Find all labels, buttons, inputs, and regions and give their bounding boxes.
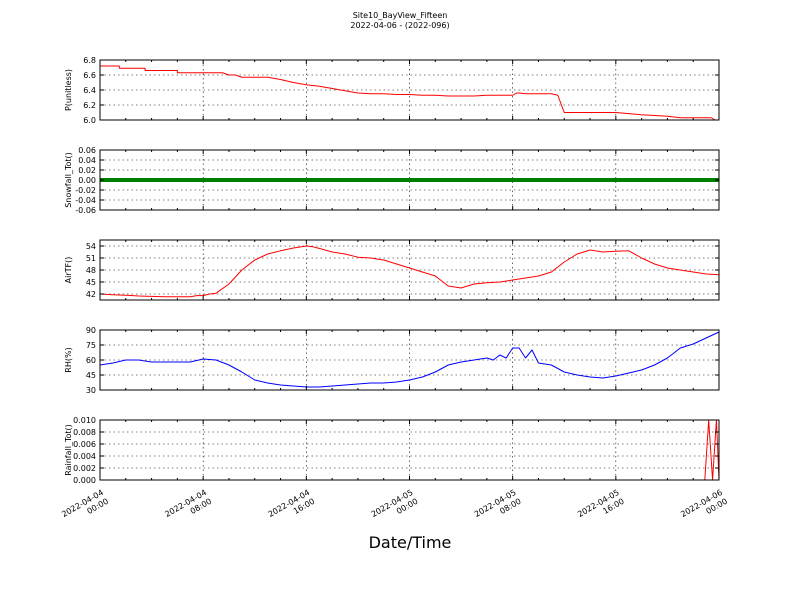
panel-4: 30 45 60 75 90 RH(%) [64,326,720,395]
panel-1: 6.0 6.2 6.4 6.6 6.8 P(unitless) [64,56,720,125]
panel-3: 42 45 48 51 54 AirTF() [64,239,720,301]
y-tick-label: 0.06 [78,146,96,155]
y-tick-label: 0.000 [73,476,96,485]
y-tick-label: 0.010 [73,416,96,425]
y-tick-label: -0.06 [75,206,96,215]
y-tick-label: 6.2 [83,101,96,110]
chart-title: Site10_BayView_Fifteen [352,11,448,20]
y-tick-label: 90 [86,326,96,335]
chart-subtitle: 2022-04-06 - (2022-096) [350,21,450,30]
y-tick-label: 0.04 [78,156,96,165]
series-line [99,245,720,298]
y-tick-label: 6.4 [83,86,96,95]
y-tick-label: 0.004 [73,452,96,461]
y-tick-label: -0.02 [75,186,96,195]
y-tick-label: 6.0 [83,116,96,125]
y-tick-label: 0.02 [78,166,96,175]
y-axis-label: RH(%) [64,347,73,372]
y-tick-label: 60 [86,356,96,365]
y-tick-label: 0.006 [73,440,96,449]
x-axis-label: Date/Time [368,533,452,552]
y-tick-label: 75 [86,341,96,350]
y-tick-label: 0.008 [73,428,96,437]
y-tick-label: 51 [86,254,96,263]
panel-2: -0.06-0.04-0.020.000.020.040.06 Snowfall_… [64,146,720,215]
y-tick-label: 6.8 [83,56,96,65]
y-axis-label: P(unitless) [64,69,73,111]
y-axis-label: Snowfall_Tot() [64,152,73,208]
y-axis-label: Rainfall_Tot() [64,424,73,476]
y-tick-label: 0.00 [78,176,96,185]
y-tick-label: 0.002 [73,464,96,473]
series-line [100,65,719,121]
y-tick-label: -0.04 [75,196,96,205]
y-tick-label: 6.6 [83,71,96,80]
y-tick-label: 45 [86,278,96,287]
panel-5: 0.000 0.002 0.004 0.006 0.008 0.010Rainfall_T… [64,416,720,485]
y-tick-label: 45 [86,371,96,380]
y-tick-label: 30 [86,386,96,395]
y-axis-label: AirTF() [64,257,73,284]
y-tick-label: 42 [86,290,96,299]
series-line [99,331,720,388]
y-tick-label: 48 [86,266,96,275]
y-tick-label: 54 [86,242,96,251]
